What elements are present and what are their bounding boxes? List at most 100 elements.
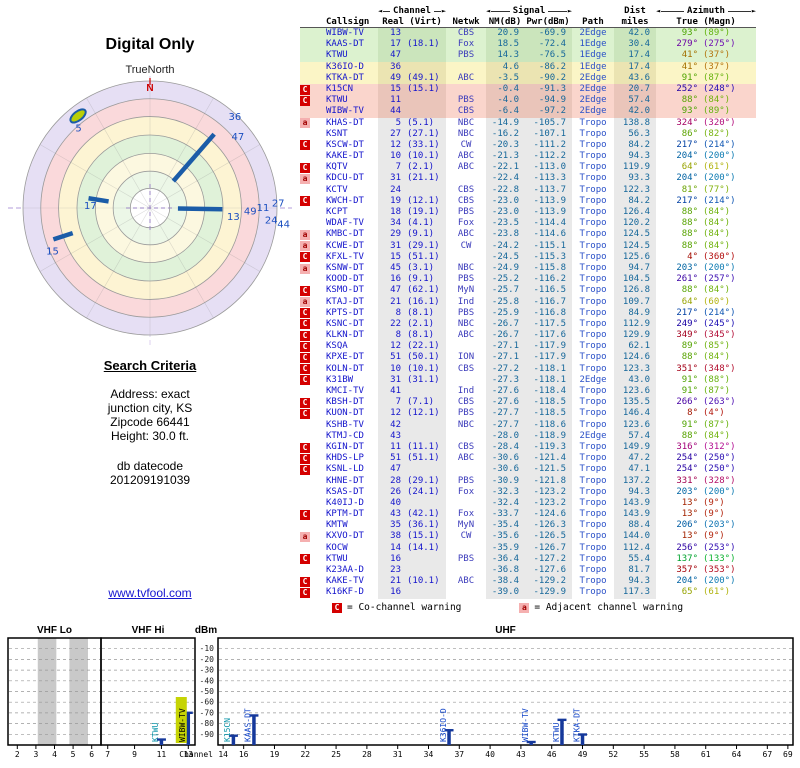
path-cell: Tropo xyxy=(579,173,607,184)
true-azimuth-cell: 331° xyxy=(676,475,698,486)
magnetic-azimuth-cell: (133°) xyxy=(703,553,736,564)
magnetic-azimuth-cell: (77°) xyxy=(703,184,731,195)
noise-margin-cell: -23.8 xyxy=(486,229,524,241)
station-bar-label: KTWU xyxy=(151,723,160,742)
real-channel-cell: 7 xyxy=(378,397,404,409)
real-channel-cell: 51 xyxy=(378,453,404,465)
adjacent-channel-warning-icon: a xyxy=(519,602,530,613)
distance-cell: 57.4 xyxy=(614,430,656,442)
station-highlight-box xyxy=(175,697,187,743)
dbm-tick-label: -70 xyxy=(200,708,215,717)
magnetic-azimuth-cell: (61°) xyxy=(703,587,731,598)
noise-margin-cell: -22.8 xyxy=(486,184,524,196)
virtual-channel-cell xyxy=(404,50,446,62)
warning-marker-cell xyxy=(300,565,314,576)
true-azimuth-cell: 88° xyxy=(681,285,698,296)
path-cell: 1Edge xyxy=(579,39,607,50)
real-channel-cell: 36 xyxy=(378,61,404,73)
distance-cell: 112.9 xyxy=(614,318,656,331)
power-cell: -117.9 xyxy=(524,341,572,353)
virtual-channel-cell: (2.1) xyxy=(404,162,446,174)
path-cell: Tropo xyxy=(579,330,607,341)
noise-margin-cell: -24.5 xyxy=(486,251,524,263)
virtual-channel-cell xyxy=(404,61,446,73)
magnetic-azimuth-cell: (84°) xyxy=(703,285,731,296)
path-cell: Tropo xyxy=(579,587,607,598)
virtual-channel-cell: (29.1) xyxy=(404,475,446,487)
warning-marker-cell xyxy=(300,487,314,498)
station-row: KTKA-DT 49 (49.1) ABC -3.5 -90.2 2Edge 43.6 91° (… xyxy=(300,72,756,84)
callsign-cell: KSNT xyxy=(326,128,348,139)
header-callsign: Callsign xyxy=(326,17,370,27)
noise-margin-cell: -22.4 xyxy=(486,173,524,185)
path-cell: Tropo xyxy=(579,531,607,542)
tvfool-link[interactable]: www.tvfool.com xyxy=(108,586,192,600)
network-cell xyxy=(446,375,486,386)
co-channel-warning-icon: C xyxy=(300,397,310,408)
magnetic-azimuth-cell: (200°) xyxy=(703,486,736,497)
radar-spoke xyxy=(86,97,151,209)
co-channel-warning-icon: C xyxy=(300,252,310,263)
distance-cell: 104.5 xyxy=(614,274,656,286)
path-cell: Tropo xyxy=(579,363,607,374)
distance-cell: 124.6 xyxy=(614,352,656,364)
co-channel-warning-icon: C xyxy=(300,319,310,330)
network-cell: CW xyxy=(460,531,472,542)
header-path: Path xyxy=(582,17,604,27)
true-azimuth-cell: 351° xyxy=(676,363,698,374)
magnetic-azimuth-cell: (200°) xyxy=(703,262,736,273)
network-cell: CBS xyxy=(457,397,475,408)
callsign-cell: KGIN-DT xyxy=(326,441,364,452)
distance-cell: 55.4 xyxy=(614,553,656,565)
warning-marker-cell: a xyxy=(300,297,314,308)
co-channel-warning-icon: C xyxy=(300,140,310,151)
co-channel-warning-icon: C xyxy=(300,576,310,587)
network-cell: CBS xyxy=(457,441,475,452)
path-cell: Tropo xyxy=(579,184,607,195)
real-channel-cell: 47 xyxy=(378,464,404,476)
station-table: ◄ Channel ► ◄ Signal ► Dist ◄ Azimuth ► Callsign Re… xyxy=(300,6,756,599)
channel-tick-label: 34 xyxy=(424,750,434,759)
adjacent-channel-warning-icon: a xyxy=(300,532,310,543)
path-cell: Tropo xyxy=(579,475,607,486)
channel-tick-label: 37 xyxy=(454,750,464,759)
virtual-channel-cell: (18.1) xyxy=(404,39,446,51)
distance-cell: 94.3 xyxy=(614,486,656,498)
callsign-cell: KWCH-DT xyxy=(326,195,364,206)
power-cell: -126.3 xyxy=(524,520,572,532)
warning-marker-cell xyxy=(300,498,314,509)
station-row: C KTWU 16 PBS -36.4 -127.2 Tropo 55.4 137° (133°) xyxy=(300,553,756,565)
radar-orientation-label: TrueNorth xyxy=(125,64,175,76)
station-row: KSAS-DT 26 (24.1) Fox -32.3 -123.2 Tropo 94.3 20… xyxy=(300,486,756,498)
warning-marker-cell xyxy=(300,129,314,140)
noise-margin-cell: -35.9 xyxy=(486,542,524,554)
signal-bar xyxy=(186,712,191,745)
noise-margin-cell: -36.4 xyxy=(486,553,524,565)
warning-marker-cell: C xyxy=(300,341,314,352)
true-azimuth-cell: 86° xyxy=(681,128,698,139)
station-row: C KSCW-DT 12 (33.1) CW -20.3 -111.2 Tropo 84.2 21… xyxy=(300,139,756,152)
virtual-channel-cell: (10.1) xyxy=(404,576,446,588)
virtual-channel-cell xyxy=(404,419,446,431)
callsign-cell: KHNE-DT xyxy=(326,475,364,486)
station-row: C K15CN 15 (15.1) -0.4 -91.3 2Edge 20.7 252° (248… xyxy=(300,83,756,96)
real-channel-cell: 35 xyxy=(378,520,404,532)
adjacent-channel-warning-icon: a xyxy=(300,263,310,274)
callsign-cell: KSHB-TV xyxy=(326,419,364,430)
virtual-channel-cell: (36.1) xyxy=(404,520,446,532)
warning-marker-cell: C xyxy=(300,330,314,341)
channel-tick-label: 43 xyxy=(516,750,526,759)
channel-tick-label: 25 xyxy=(331,750,341,759)
network-cell: CBS xyxy=(457,363,475,374)
power-cell: -113.0 xyxy=(524,162,572,174)
noise-margin-cell: -28.0 xyxy=(486,430,524,442)
co-channel-warning-icon: C xyxy=(300,308,310,319)
magnetic-azimuth-cell: (82°) xyxy=(703,128,731,139)
magnetic-azimuth-cell: (37°) xyxy=(703,50,731,61)
noise-margin-cell: -6.4 xyxy=(486,106,524,118)
channel-tick-label: 5 xyxy=(71,750,76,759)
true-azimuth-cell: 137° xyxy=(676,553,698,564)
callsign-cell: KSNC-DT xyxy=(326,318,364,329)
channel-tick-label: 31 xyxy=(393,750,403,759)
station-row: C KAKE-TV 21 (10.1) ABC -38.4 -129.2 Tropo 94.3 2… xyxy=(300,576,756,588)
